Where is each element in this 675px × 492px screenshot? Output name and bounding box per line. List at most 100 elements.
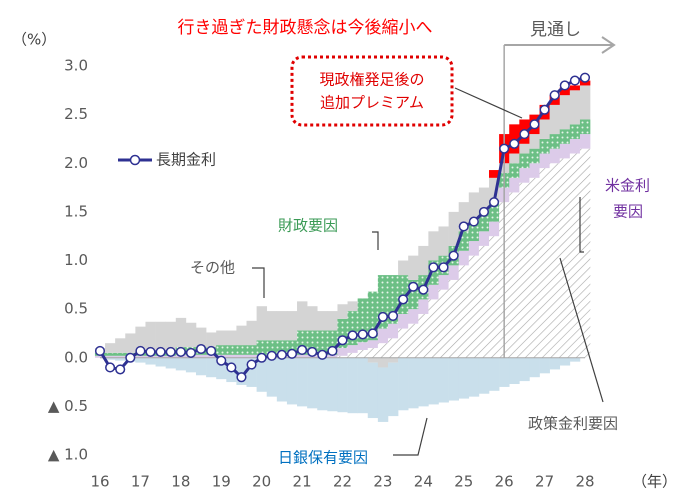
bar-segment [337,348,348,356]
bar-segment [145,357,156,365]
x-tick-label: 28 [575,473,594,491]
bar-segment [519,182,530,358]
bar-segment [418,299,429,314]
bar-segment [387,338,399,358]
bar-segment [327,357,338,412]
bar-segment [94,355,106,358]
bar-segment [377,357,389,368]
bar-segment [478,211,490,232]
bar-segment [387,357,399,363]
rate-marker [327,345,338,356]
bar-segment [297,357,308,407]
bar-segment [317,311,328,331]
fiscal-label: 財政要因 [278,217,338,235]
bar-segment [438,289,449,358]
bar-segment [327,330,338,355]
bar-segment [195,357,207,376]
bar-segment [519,168,530,183]
bar-segment [347,357,358,414]
bar-segment [246,357,257,387]
rate-marker [468,216,479,227]
bar-segment [256,340,268,355]
bar-segment [367,291,379,341]
bar-segment [529,177,540,358]
x-tick-label: 25 [454,473,473,491]
bar-segment [529,148,540,164]
bar-segment [145,321,156,351]
bar-segment [105,352,116,356]
bar-segment [317,330,328,355]
bar-segment [468,221,480,242]
bar-segment [478,231,490,246]
rate-marker [266,350,277,361]
bar-segment [438,357,449,403]
bar-segment [468,241,480,256]
rate-marker [145,346,156,357]
bar-segment [579,80,591,86]
premium-box [290,55,454,127]
bar-segment [357,349,369,358]
bar-segment [357,298,369,343]
bar-segment [458,357,470,399]
bar-segment [458,231,470,251]
bar-segment [246,320,257,346]
rate-marker [185,347,196,358]
x-tick-label: 16 [90,473,109,491]
bar-segment [175,357,187,371]
rate-marker [438,262,449,273]
bar-segment [387,323,399,339]
bar-segment [408,323,419,358]
x-tick-label: 24 [414,473,433,491]
rate-marker [165,346,176,357]
other-label: その他 [190,259,235,277]
bar-segment [458,265,470,358]
bar-segment [327,354,338,358]
rate-marker [256,352,267,363]
bar-segment [509,192,520,358]
bar-segment [448,211,459,246]
bar-segment [408,357,419,409]
bar-segment [347,301,358,312]
rate-marker [519,129,530,140]
bar-segment [418,245,429,276]
bar-segment [266,311,278,341]
x-tick-label: 27 [535,473,554,491]
bar-segment [579,134,591,149]
rate-marker [236,372,247,383]
rate-marker [307,346,318,357]
bar-segment [468,192,480,222]
bar-segment [438,275,449,290]
y-unit: （%） [12,31,56,49]
bar-segment [468,357,480,397]
bar-segment [509,153,520,164]
rate-marker [377,311,388,322]
bar-segment [559,129,571,144]
bar-segment [569,138,581,154]
leader [579,197,584,253]
rate-marker [357,329,368,340]
bar-segment [549,104,561,135]
rate-marker [398,294,409,305]
rate-marker [549,90,560,101]
bar-segment [165,357,177,369]
rate-marker [135,345,146,356]
x-tick-label: 22 [333,473,352,491]
bar-segment [529,163,540,178]
bar-segment [377,275,389,329]
bar-segment [367,340,379,349]
bar-segment [448,265,459,280]
bar-segment [236,345,247,355]
bar-segment [286,357,298,405]
y-tick-label: 1.5 [64,202,88,220]
rate-marker [408,281,419,292]
bar-segment [539,168,550,358]
bar-segment [377,328,389,344]
bar-segment [387,362,399,417]
x-tick-label: 26 [495,473,514,491]
x-tick-label: 21 [293,473,312,491]
rate-marker [579,72,591,83]
bar-segment [226,354,237,358]
rate-marker [175,346,186,357]
bar-segment [206,354,217,358]
bar-segment [367,357,379,363]
